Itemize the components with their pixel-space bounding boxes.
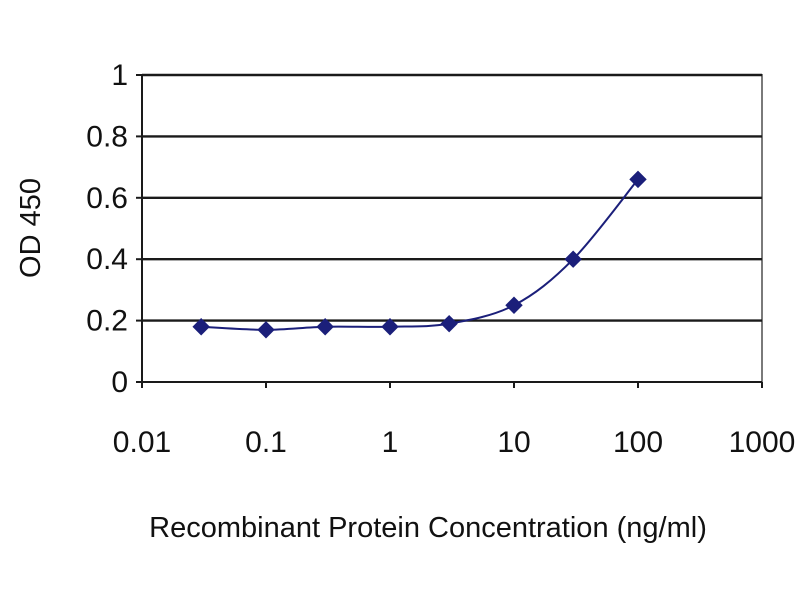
y-tick-label: 0.4 — [86, 243, 128, 276]
axes — [136, 74, 763, 388]
x-tick-label: 1 — [382, 426, 399, 459]
y-tick-label: 0.8 — [86, 120, 128, 153]
x-tick-label: 1000 — [729, 426, 796, 459]
tick-labels: 0 0.2 0.4 0.6 0.8 1 0.01 0.1 1 10 100 1000 — [86, 59, 795, 459]
x-tick-label: 100 — [613, 426, 663, 459]
y-tick-label: 0.2 — [86, 305, 128, 338]
x-axis-title: Recombinant Protein Concentration (ng/ml… — [149, 512, 707, 544]
gridlines — [142, 73, 762, 322]
series-layer — [192, 170, 647, 339]
data-point — [440, 314, 458, 333]
data-point — [381, 318, 399, 336]
y-tick-label: 0 — [111, 366, 128, 399]
data-point — [629, 170, 647, 189]
x-tick-label: 0.01 — [113, 426, 171, 459]
data-point — [564, 250, 582, 268]
data-point — [505, 296, 523, 314]
y-tick-label: 1 — [111, 59, 128, 92]
y-tick-label: 0.6 — [86, 182, 128, 215]
data-point — [316, 318, 334, 336]
x-tick-label: 10 — [497, 426, 530, 459]
plot-area — [141, 74, 763, 383]
y-axis-title: OD 450 — [15, 178, 47, 278]
data-point — [192, 318, 210, 336]
data-point — [257, 321, 275, 339]
x-tick-label: 0.1 — [245, 426, 287, 459]
